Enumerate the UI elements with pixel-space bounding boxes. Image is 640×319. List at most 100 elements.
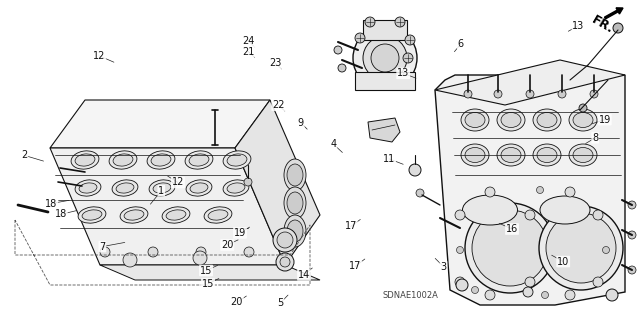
Ellipse shape xyxy=(149,180,175,196)
Text: 10: 10 xyxy=(557,256,570,267)
Circle shape xyxy=(365,17,375,27)
Polygon shape xyxy=(355,72,415,90)
Circle shape xyxy=(100,247,110,257)
Circle shape xyxy=(355,33,365,43)
FancyArrow shape xyxy=(605,8,623,19)
Text: 12: 12 xyxy=(172,177,184,188)
Ellipse shape xyxy=(223,151,251,169)
Ellipse shape xyxy=(533,109,561,131)
Text: 13: 13 xyxy=(572,20,585,31)
Circle shape xyxy=(416,189,424,197)
Circle shape xyxy=(334,46,342,54)
Text: 24: 24 xyxy=(242,36,255,46)
Ellipse shape xyxy=(284,187,306,219)
Text: 22: 22 xyxy=(272,100,285,110)
Circle shape xyxy=(602,247,609,254)
Ellipse shape xyxy=(71,151,99,169)
Ellipse shape xyxy=(501,113,521,128)
Circle shape xyxy=(455,277,465,287)
Ellipse shape xyxy=(501,147,521,162)
Ellipse shape xyxy=(112,180,138,196)
Polygon shape xyxy=(363,20,407,40)
Ellipse shape xyxy=(223,180,249,196)
Circle shape xyxy=(525,210,535,220)
Circle shape xyxy=(456,247,463,254)
Circle shape xyxy=(628,201,636,209)
Text: 2: 2 xyxy=(21,150,28,160)
Ellipse shape xyxy=(537,113,557,128)
Text: 12: 12 xyxy=(93,51,106,61)
Ellipse shape xyxy=(75,154,95,166)
Polygon shape xyxy=(50,148,285,265)
Circle shape xyxy=(455,210,465,220)
Circle shape xyxy=(526,90,534,98)
Ellipse shape xyxy=(166,210,186,220)
Circle shape xyxy=(123,253,137,267)
Circle shape xyxy=(456,279,468,291)
Polygon shape xyxy=(50,100,270,148)
Ellipse shape xyxy=(540,196,590,224)
Ellipse shape xyxy=(204,207,232,223)
Ellipse shape xyxy=(189,154,209,166)
Text: FR.: FR. xyxy=(589,14,616,36)
Ellipse shape xyxy=(284,159,306,191)
Ellipse shape xyxy=(465,147,485,162)
Circle shape xyxy=(590,90,598,98)
Circle shape xyxy=(485,290,495,300)
Circle shape xyxy=(628,266,636,274)
Text: 15: 15 xyxy=(202,279,214,289)
Polygon shape xyxy=(435,60,625,105)
Ellipse shape xyxy=(147,151,175,169)
Ellipse shape xyxy=(497,144,525,166)
Polygon shape xyxy=(368,118,400,142)
Ellipse shape xyxy=(186,180,212,196)
Text: 20: 20 xyxy=(221,240,234,250)
Ellipse shape xyxy=(287,164,303,186)
Text: 8: 8 xyxy=(592,133,598,143)
Circle shape xyxy=(193,251,207,265)
Ellipse shape xyxy=(185,151,213,169)
Text: 9: 9 xyxy=(298,118,304,128)
Ellipse shape xyxy=(461,144,489,166)
Ellipse shape xyxy=(287,192,303,214)
Ellipse shape xyxy=(75,180,101,196)
Circle shape xyxy=(613,23,623,33)
Circle shape xyxy=(273,228,297,252)
Circle shape xyxy=(523,287,533,297)
Circle shape xyxy=(148,247,158,257)
Circle shape xyxy=(276,253,294,271)
Ellipse shape xyxy=(461,109,489,131)
Ellipse shape xyxy=(569,109,597,131)
Circle shape xyxy=(363,36,407,80)
Circle shape xyxy=(280,257,290,267)
Ellipse shape xyxy=(153,183,171,193)
Circle shape xyxy=(472,210,548,286)
Ellipse shape xyxy=(537,147,557,162)
Text: 23: 23 xyxy=(269,58,282,68)
Text: 13: 13 xyxy=(397,68,410,78)
Ellipse shape xyxy=(116,183,134,193)
Ellipse shape xyxy=(465,113,485,128)
Text: 14: 14 xyxy=(298,270,310,280)
Text: 20: 20 xyxy=(230,297,243,308)
Ellipse shape xyxy=(287,220,303,242)
Ellipse shape xyxy=(79,183,97,193)
Text: 5: 5 xyxy=(277,298,284,308)
Circle shape xyxy=(541,292,548,299)
Ellipse shape xyxy=(208,210,228,220)
Ellipse shape xyxy=(227,183,245,193)
Circle shape xyxy=(409,164,421,176)
Circle shape xyxy=(371,44,399,72)
Ellipse shape xyxy=(497,109,525,131)
Circle shape xyxy=(244,247,254,257)
Circle shape xyxy=(338,64,346,72)
Circle shape xyxy=(565,290,575,300)
Text: 19: 19 xyxy=(598,115,611,125)
Ellipse shape xyxy=(124,210,144,220)
Ellipse shape xyxy=(82,210,102,220)
Polygon shape xyxy=(100,265,320,280)
Ellipse shape xyxy=(573,147,593,162)
Text: 15: 15 xyxy=(200,265,212,276)
Circle shape xyxy=(244,178,252,186)
Text: 6: 6 xyxy=(458,39,464,49)
